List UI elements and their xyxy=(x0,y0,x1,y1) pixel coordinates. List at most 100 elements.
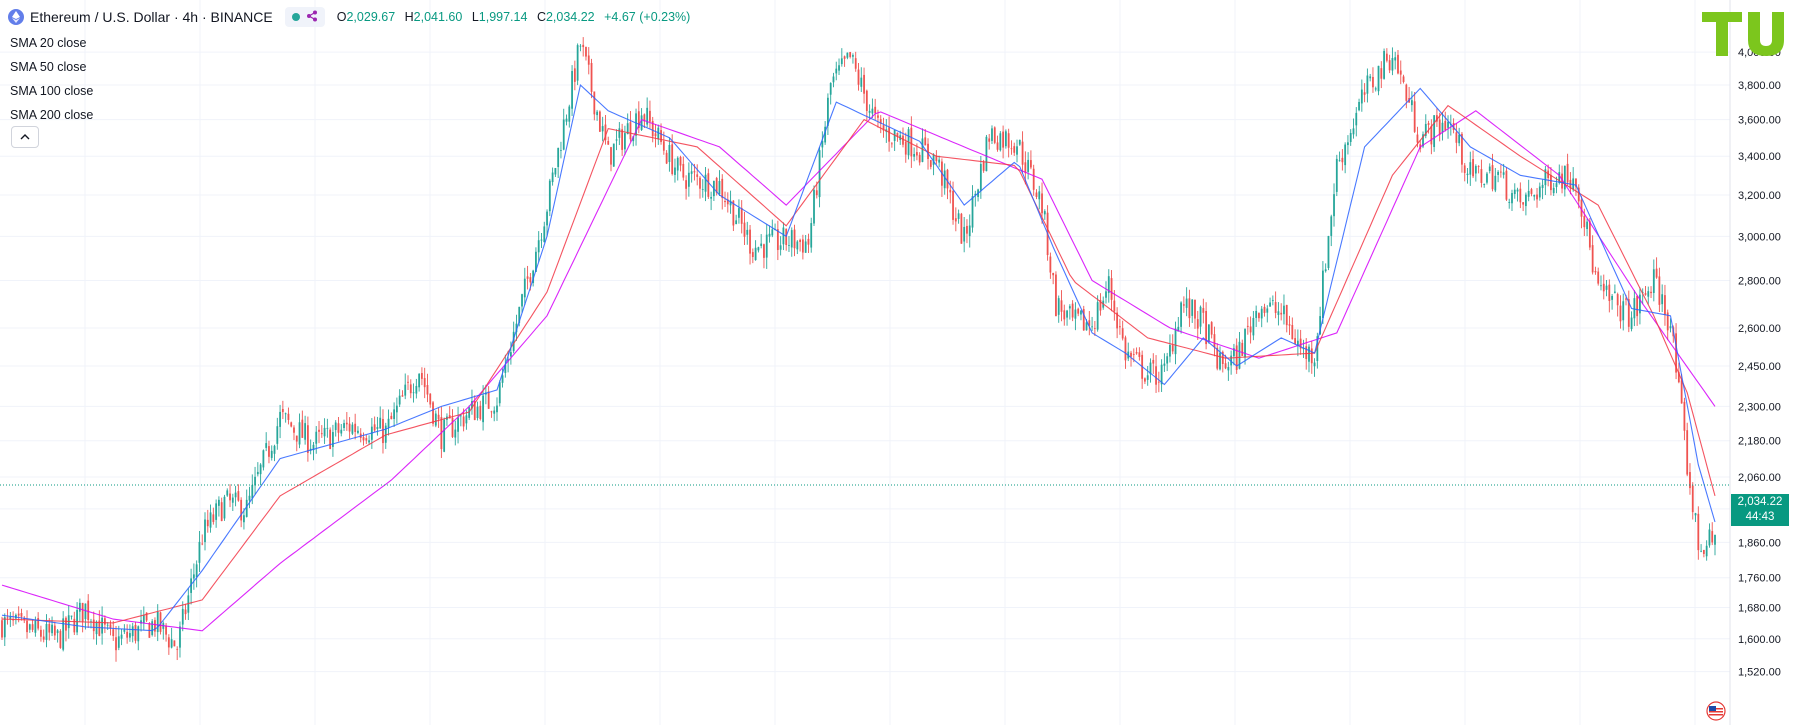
candle-body xyxy=(1018,139,1021,145)
candle-body xyxy=(1213,334,1216,348)
candle-body xyxy=(181,608,184,625)
candle-body xyxy=(382,419,384,444)
legend-sma-100[interactable]: SMA 100 close xyxy=(10,84,94,98)
candle-body xyxy=(832,76,835,83)
candle-body xyxy=(635,113,637,136)
candle-body xyxy=(1135,352,1138,354)
candle-body xyxy=(1474,166,1477,174)
candle-body xyxy=(1152,359,1155,364)
candle-body xyxy=(835,68,838,74)
price-tick-label: 1,600.00 xyxy=(1738,634,1781,646)
candle-body xyxy=(662,141,665,151)
candle-body xyxy=(62,618,65,650)
close-key: C xyxy=(536,10,546,24)
candle-body xyxy=(1499,171,1502,173)
candle-body xyxy=(1480,169,1483,183)
candle-body xyxy=(637,111,640,129)
price-tick-label: 2,800.00 xyxy=(1738,276,1781,288)
candle-body xyxy=(929,160,932,167)
candle-body xyxy=(1021,141,1024,165)
candle-body xyxy=(946,169,949,189)
candle-body xyxy=(3,617,6,638)
price-axis[interactable]: 1,520.00 1,600.00 1,680.00 1,760.00 1,860.00… xyxy=(1729,0,1781,725)
candle-body xyxy=(1505,170,1508,200)
candle-body xyxy=(165,625,167,635)
candle-body xyxy=(991,128,993,141)
candle-body xyxy=(557,147,560,168)
candle-body xyxy=(799,239,802,243)
us-flag-icon[interactable] xyxy=(1706,701,1726,721)
indicator-pill[interactable] xyxy=(284,7,325,27)
candle-body xyxy=(596,111,599,116)
candle-body xyxy=(1155,366,1157,385)
candle-body xyxy=(1271,300,1274,301)
candle-body xyxy=(1191,299,1194,316)
candle-body xyxy=(287,413,290,420)
candle-body xyxy=(1611,295,1614,300)
candle-body xyxy=(351,424,354,434)
candle-body xyxy=(1169,345,1171,357)
candle-body xyxy=(1436,115,1438,122)
candle-body xyxy=(293,427,295,433)
candle-body xyxy=(173,640,176,647)
candle-body xyxy=(496,405,498,413)
candle-body xyxy=(459,415,462,417)
candle-body xyxy=(1605,285,1608,290)
candle-body xyxy=(215,503,218,520)
candle-body xyxy=(1360,89,1363,104)
candle-body xyxy=(860,77,863,87)
chart-header: Ethereum / U.S. Dollar · 4h · BINANCE O2… xyxy=(8,7,690,27)
candle-body xyxy=(101,617,104,634)
candle-body xyxy=(968,225,971,237)
candle-body xyxy=(1591,245,1594,273)
symbol-title[interactable]: Ethereum / U.S. Dollar · 4h · BINANCE xyxy=(30,9,273,25)
candle-body xyxy=(1205,311,1208,345)
price-tick-label: 3,800.00 xyxy=(1738,80,1781,92)
candle-body xyxy=(1110,278,1113,300)
candle-body xyxy=(657,127,660,140)
candle-body xyxy=(1458,134,1461,144)
candle-body xyxy=(1124,337,1127,361)
candle-body xyxy=(1594,271,1597,273)
candle-body xyxy=(454,429,457,438)
candle-body xyxy=(1174,328,1177,355)
candle-body xyxy=(1714,534,1716,545)
candle-body xyxy=(1049,256,1052,273)
share-icon[interactable] xyxy=(306,9,318,25)
candle-body xyxy=(1427,123,1430,125)
candle-body xyxy=(1372,76,1374,88)
legend-sma-20[interactable]: SMA 20 close xyxy=(10,36,87,50)
candle-body xyxy=(1658,276,1661,305)
candle-body xyxy=(687,172,690,187)
candle-body xyxy=(1455,132,1458,143)
candle-body xyxy=(1550,174,1552,191)
candle-body xyxy=(390,415,393,420)
candle-body xyxy=(48,623,51,633)
candle-body xyxy=(598,111,601,132)
candle-body xyxy=(615,139,618,141)
candle-body xyxy=(398,395,401,405)
open-key: O xyxy=(336,10,347,24)
eye-icon[interactable] xyxy=(291,13,300,21)
candle-body xyxy=(1177,326,1180,332)
candle-body xyxy=(1552,187,1555,194)
collapse-legend-button[interactable] xyxy=(11,126,39,148)
candle-body xyxy=(1472,159,1474,177)
candle-body xyxy=(1694,513,1697,516)
candle-body xyxy=(1444,120,1447,131)
candle-body xyxy=(1088,320,1091,326)
candle-body xyxy=(421,373,423,379)
legend-sma-50[interactable]: SMA 50 close xyxy=(10,60,87,74)
candle-body xyxy=(1413,101,1416,132)
candle-body xyxy=(979,164,982,191)
sma-100-line xyxy=(1,110,1716,632)
last-price-tag[interactable]: 2,034.22 44:43 xyxy=(1731,494,1789,526)
candle-body xyxy=(690,171,693,174)
candle-body xyxy=(1600,285,1602,287)
price-tick-label: 1,760.00 xyxy=(1738,573,1781,585)
candle-body xyxy=(818,150,821,198)
candle-body xyxy=(245,499,248,517)
candle-body xyxy=(1107,276,1110,294)
legend-sma-200[interactable]: SMA 200 close xyxy=(10,108,94,122)
